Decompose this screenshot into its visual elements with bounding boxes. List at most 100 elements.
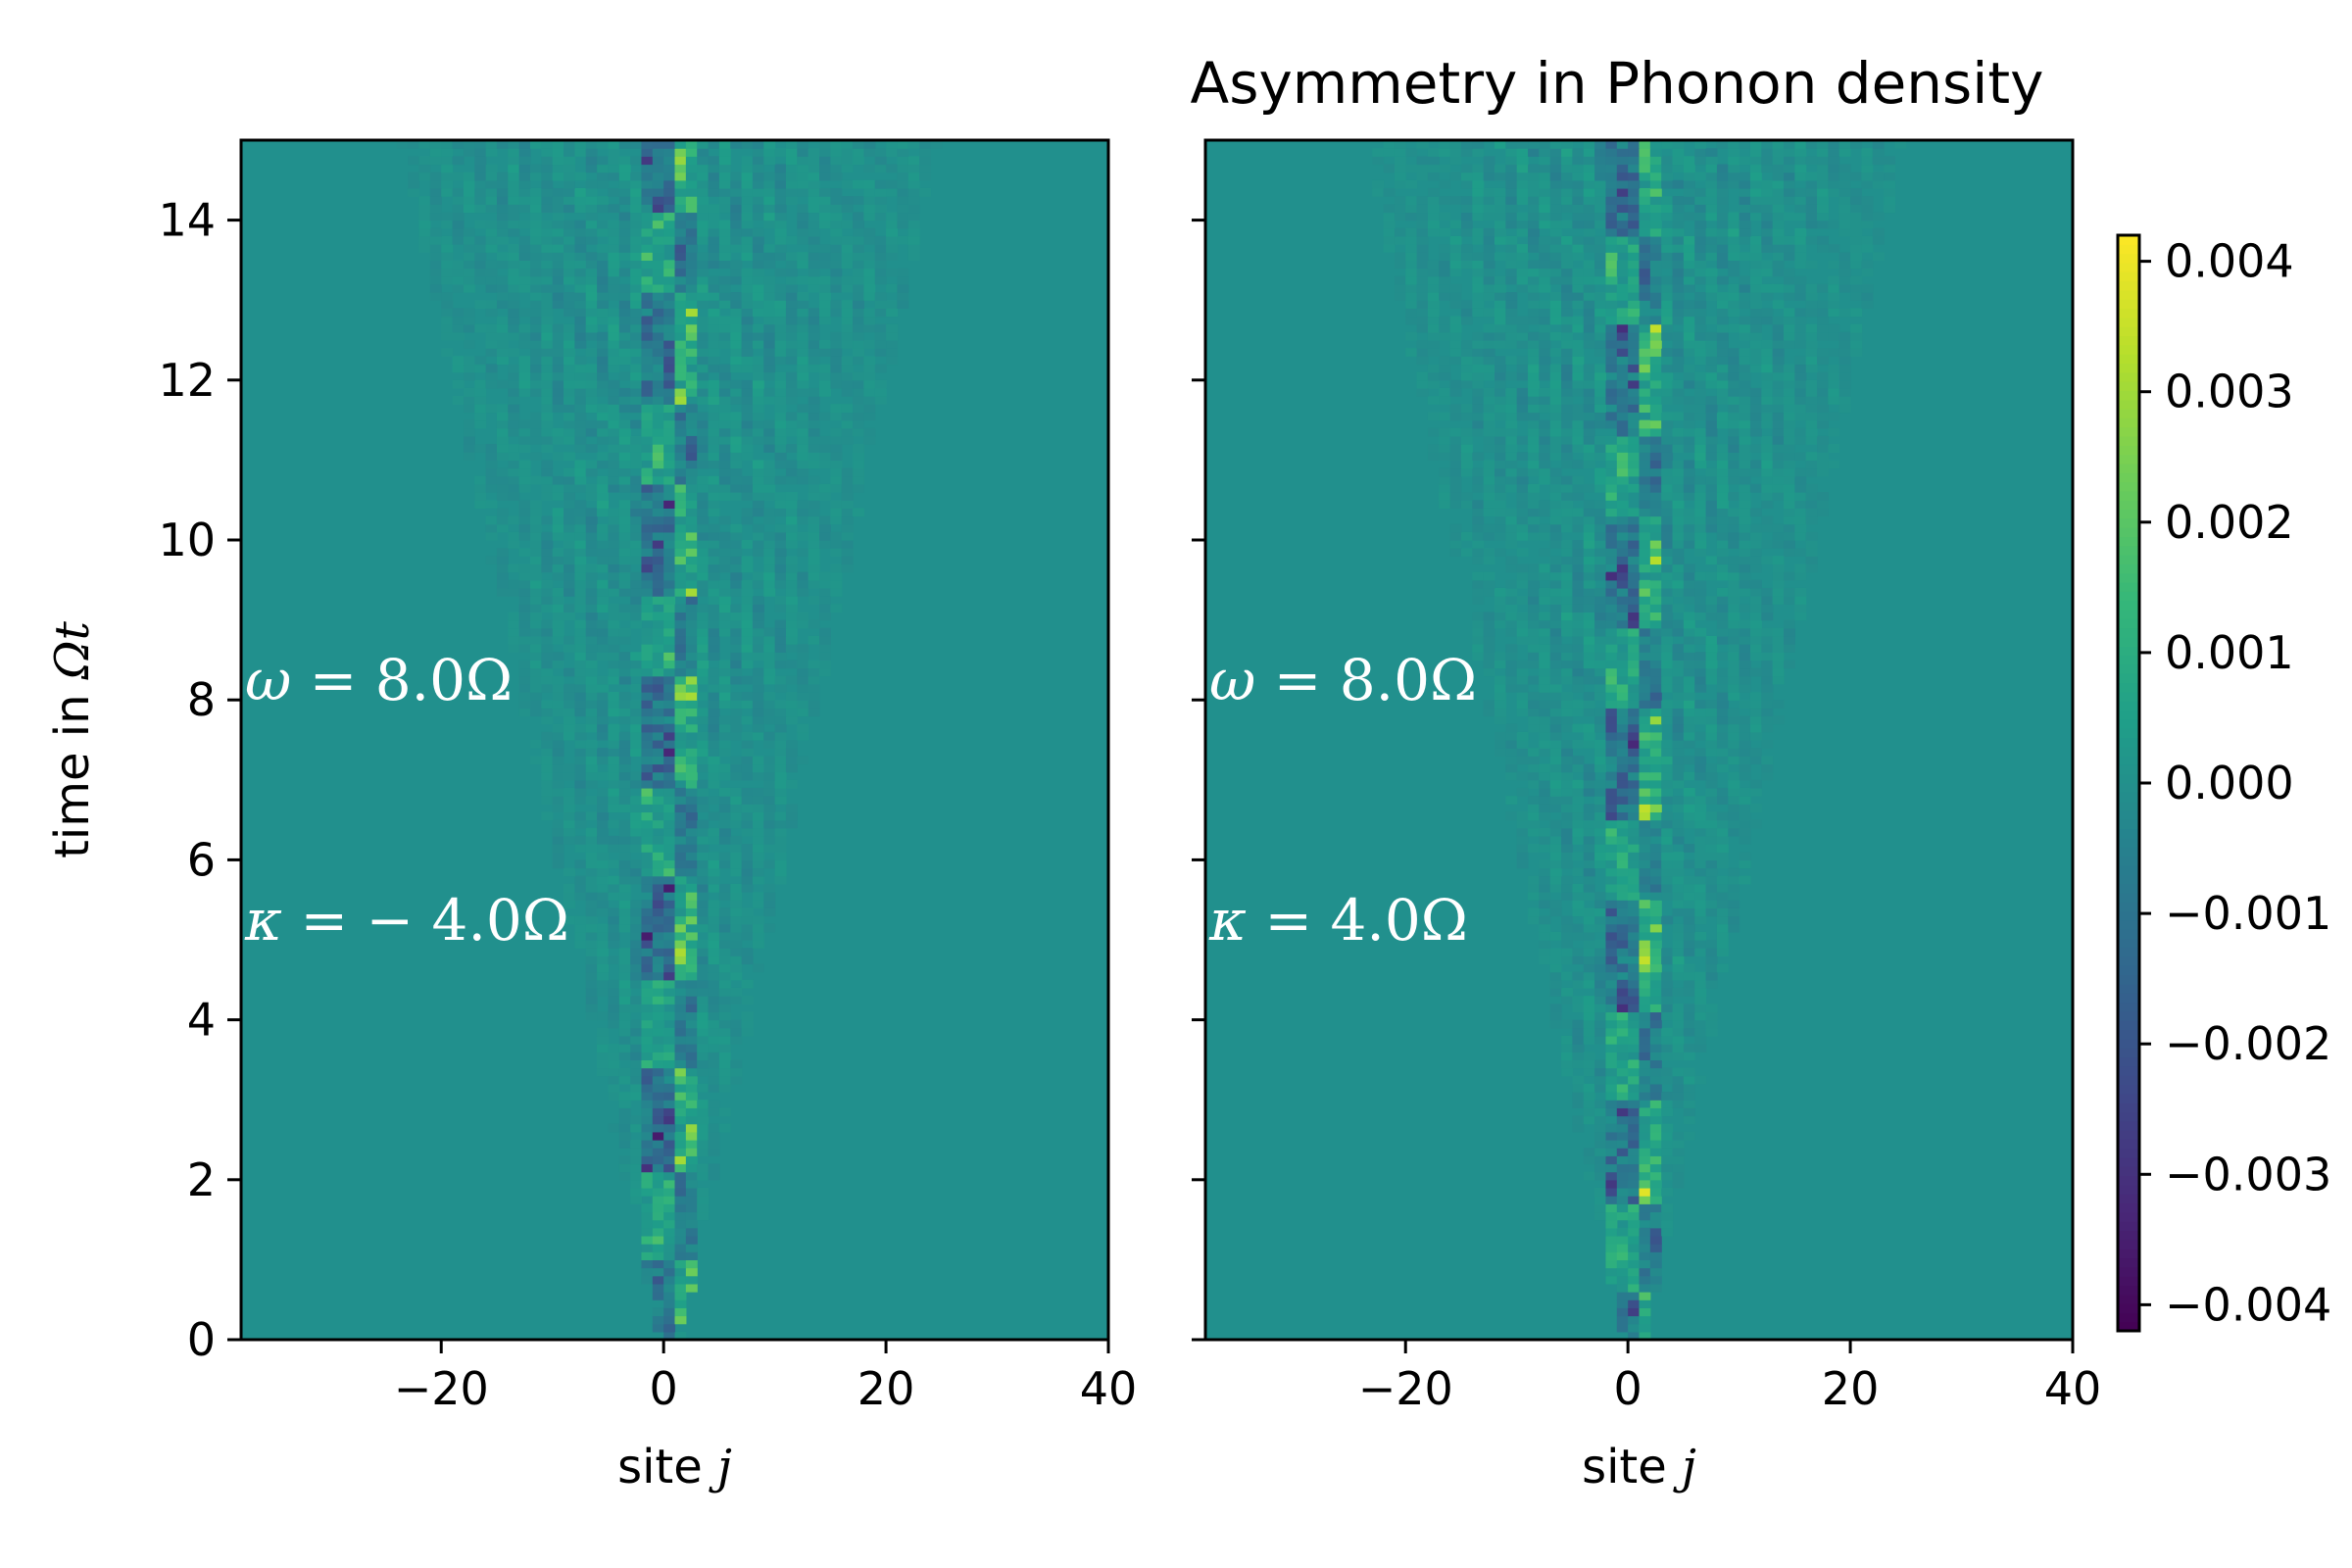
heatmap-cell (652, 164, 664, 173)
heatmap-cell (518, 435, 531, 445)
heatmap-cell (741, 540, 754, 549)
heatmap-cell (552, 387, 564, 397)
heatmap-cell (1716, 852, 1729, 860)
heatmap-cell (1583, 907, 1595, 917)
heatmap-cell (674, 1171, 687, 1181)
heatmap-cell (630, 1123, 643, 1133)
heatmap-cell (1616, 1155, 1629, 1165)
heatmap-cell (574, 275, 587, 285)
heatmap-cell (741, 427, 754, 437)
heatmap-cell (785, 371, 798, 381)
heatmap-cell (1616, 596, 1629, 605)
heatmap-cell (541, 204, 554, 214)
heatmap-cell (441, 172, 454, 181)
heatmap-cell (674, 1059, 687, 1069)
heatmap-cell (1594, 540, 1607, 549)
heatmap-cell (608, 923, 620, 933)
heatmap-cell (1683, 723, 1695, 733)
heatmap-cell (1739, 635, 1751, 645)
heatmap-cell (830, 404, 843, 414)
heatmap-cell (508, 220, 520, 229)
heatmap-cell (597, 292, 610, 301)
heatmap-cell (541, 811, 554, 821)
heatmap-cell (1572, 1075, 1585, 1085)
heatmap-cell (585, 587, 598, 597)
heatmap-cell (1661, 644, 1674, 653)
heatmap-cell (685, 971, 698, 981)
heatmap-cell (1505, 796, 1518, 805)
heatmap-cell (853, 427, 864, 437)
heatmap-cell (674, 1092, 687, 1101)
heatmap-cell (708, 587, 720, 597)
heatmap-cell (597, 892, 610, 901)
heatmap-cell (718, 996, 731, 1004)
heatmap-cell (1605, 483, 1618, 493)
heatmap-cell (763, 187, 776, 197)
heatmap-cell (508, 252, 520, 261)
heatmap-cell (608, 260, 620, 270)
heatmap-cell (630, 179, 643, 189)
heatmap-cell (564, 427, 575, 437)
heatmap-cell (597, 867, 610, 877)
heatmap-cell (663, 268, 676, 277)
heatmap-cell (585, 187, 598, 197)
heatmap-cell (1649, 596, 1662, 605)
heatmap-cell (1572, 763, 1585, 773)
heatmap-cell (741, 348, 754, 357)
heatmap-cell (1728, 692, 1740, 701)
heatmap-cell (1594, 915, 1607, 925)
heatmap-cell (763, 556, 776, 565)
heatmap-cell (518, 204, 531, 214)
heatmap-cell (597, 508, 610, 517)
heatmap-cell (496, 523, 509, 533)
heatmap-cell (685, 148, 698, 157)
heatmap-cell (508, 627, 520, 637)
heatmap-cell (564, 579, 575, 589)
heatmap-cell (819, 212, 831, 221)
heatmap-cell (1539, 627, 1551, 637)
heatmap-cell (597, 771, 610, 781)
heatmap-cell (496, 556, 509, 565)
heatmap-cell (530, 500, 542, 509)
heatmap-cell (708, 356, 720, 366)
heatmap-cell (597, 604, 610, 613)
heatmap-cell (1705, 1011, 1718, 1021)
heatmap-cell (585, 196, 598, 205)
heatmap-cell (752, 867, 764, 877)
heatmap-cell (652, 196, 664, 205)
heatmap-cell (1649, 819, 1662, 829)
heatmap-cell (674, 1211, 687, 1221)
heatmap-cell (541, 787, 554, 797)
heatmap-cell (1616, 1203, 1629, 1213)
heatmap-cell (730, 323, 743, 333)
heatmap-cell (808, 531, 820, 541)
heatmap-cell (652, 708, 664, 717)
heatmap-cell (552, 204, 564, 214)
heatmap-cell (1739, 827, 1751, 837)
heatmap-cell (1539, 931, 1551, 941)
heatmap-cell (752, 483, 764, 493)
heatmap-cell (630, 963, 643, 973)
heatmap-cell (463, 204, 475, 214)
heatmap-cell (752, 460, 764, 469)
heatmap-cell (785, 292, 798, 301)
heatmap-cell (663, 1227, 676, 1237)
heatmap-cell (1661, 1219, 1674, 1229)
heatmap-cell (1728, 740, 1740, 749)
heatmap-cell (652, 963, 664, 973)
heatmap-cell (853, 412, 864, 421)
heatmap-cell (718, 283, 731, 293)
heatmap-cell (608, 979, 620, 989)
heatmap-cell (1639, 1004, 1651, 1013)
heatmap-cell (797, 292, 809, 301)
heatmap-cell (608, 268, 620, 277)
heatmap-cell (663, 1140, 676, 1149)
heatmap-cell (1661, 1155, 1674, 1165)
heatmap-cell (674, 492, 687, 501)
heatmap-cell (1594, 852, 1607, 860)
heatmap-cell (597, 419, 610, 429)
heatmap-cell (429, 196, 442, 205)
heatmap-cell (697, 252, 710, 261)
heatmap-cell (641, 996, 654, 1004)
heatmap-cell (1505, 467, 1518, 477)
